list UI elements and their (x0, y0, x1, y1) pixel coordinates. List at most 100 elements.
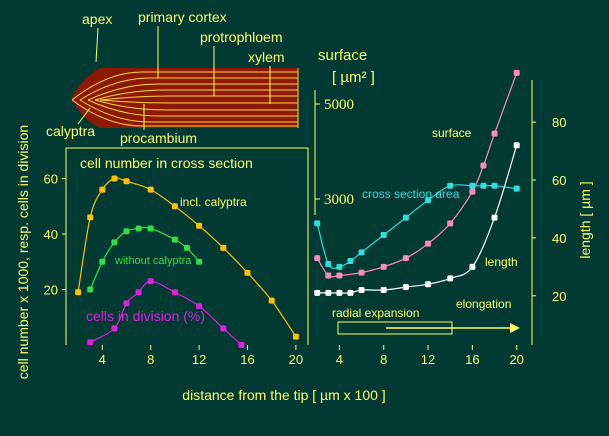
root-tissue-line (94, 89, 298, 101)
left-panel-title: cell number in cross section (80, 155, 253, 171)
data-point (513, 185, 520, 192)
data-point (99, 186, 106, 193)
data-point (184, 244, 190, 251)
x-tick-label: 20 (289, 352, 303, 367)
radial-expansion-label: radial expansion (332, 306, 419, 320)
data-point (358, 249, 365, 256)
surface-tick-label: 5000 (324, 97, 354, 113)
data-point (380, 287, 387, 293)
root-tissue-line (99, 95, 298, 101)
data-point (402, 214, 409, 221)
data-point (480, 182, 487, 189)
data-point (469, 188, 476, 195)
data-point (447, 275, 454, 282)
data-point (99, 258, 106, 265)
x-tick-label: 8 (147, 352, 154, 367)
x-tick-label: 16 (240, 352, 254, 367)
without-calyptra-label: without calyptra (114, 255, 192, 267)
root-tissue-line (99, 99, 298, 104)
data-point (336, 289, 343, 296)
data-point (425, 197, 432, 204)
data-point (220, 244, 227, 251)
cross-section-series-label: cross section area (362, 187, 460, 201)
data-point (425, 240, 432, 247)
data-point (380, 232, 387, 238)
data-point (123, 228, 130, 235)
data-point (336, 263, 343, 270)
data-point (147, 225, 154, 232)
y-tick-label-right: 20 (552, 289, 566, 304)
primary-cortex-label: primary cortex (138, 9, 227, 25)
apex-label: apex (82, 11, 112, 27)
y-tick-label-right: 80 (552, 115, 566, 130)
data-point (513, 69, 520, 76)
x-tick-label: 16 (465, 352, 479, 367)
data-point (358, 269, 365, 276)
surface-unit: [ µm² ] (332, 69, 375, 86)
data-point (491, 130, 498, 137)
data-point (147, 278, 154, 285)
data-point (135, 289, 142, 296)
root-tissue-line (87, 99, 298, 117)
data-point (491, 214, 498, 221)
cells-in-division-label: cells in division (%) (86, 308, 205, 324)
data-point (347, 289, 354, 296)
anatomy-labels: apex primary cortex protrophloem xylem c… (46, 9, 285, 146)
data-point (220, 325, 227, 332)
data-point (469, 182, 476, 189)
data-point (171, 203, 178, 210)
calyptra-label: calyptra (46, 123, 95, 139)
root-tissue-line (79, 77, 298, 101)
data-point (402, 284, 409, 291)
left-panel-frame (65, 147, 309, 345)
x-tick-label: 20 (509, 352, 523, 367)
data-point (325, 289, 332, 296)
data-point (358, 287, 365, 293)
y-tick-label-left: 20 (44, 283, 58, 298)
data-point (147, 186, 154, 193)
procambium-label: procambium (120, 130, 197, 146)
data-point (314, 289, 321, 296)
data-point (447, 220, 454, 227)
data-point (347, 258, 354, 265)
data-point (268, 297, 275, 304)
data-point (87, 286, 94, 293)
x-tick-label: 12 (421, 352, 435, 367)
data-point (87, 214, 94, 221)
axes: 4 8 12 16 20 20 40 60 4 8 12 16 20 20 40 60 80 3000 5000 (44, 80, 566, 367)
series-layer (75, 69, 520, 348)
data-point (402, 255, 409, 262)
data-point (123, 300, 130, 307)
pointer-line (77, 107, 91, 125)
data-point (111, 325, 118, 332)
data-point (171, 289, 178, 296)
data-point (447, 182, 454, 189)
data-point (292, 333, 299, 340)
root-tissue-line (71, 99, 298, 127)
y-tick-label-right: 40 (552, 231, 566, 246)
x-axis-label: distance from the tip [ µm x 100 ] (182, 387, 385, 403)
y-tick-label-right: 60 (552, 173, 566, 188)
root-tissue-lines (71, 68, 299, 128)
data-point (238, 342, 245, 348)
elongation-arrow-head (510, 323, 520, 333)
data-point (196, 303, 203, 310)
root-tissue-line (94, 99, 298, 111)
length-series-label: length (485, 255, 518, 269)
data-point (491, 182, 498, 189)
y-axis-label-right: length [ µm ] (577, 181, 593, 258)
protrophloem-label: protrophloem (200, 29, 283, 45)
x-tick-label: 4 (336, 352, 343, 367)
data-point (380, 263, 387, 270)
x-tick-label: 4 (99, 352, 106, 367)
xylem-label: xylem (248, 49, 285, 65)
data-point (111, 175, 118, 182)
root-tissue-line (71, 71, 298, 101)
data-point (244, 269, 251, 276)
data-point (135, 225, 142, 232)
y-tick-label-left: 60 (44, 172, 58, 187)
data-point (469, 263, 476, 270)
data-point (87, 339, 94, 346)
growth-phase-annotation: radial expansion elongation (332, 297, 520, 335)
